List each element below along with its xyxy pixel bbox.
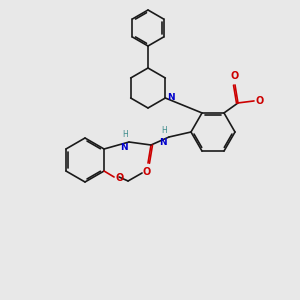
Text: N: N	[120, 143, 128, 152]
Text: O: O	[255, 96, 263, 106]
Text: H: H	[122, 130, 128, 139]
Text: N: N	[167, 94, 175, 103]
Text: N: N	[159, 138, 167, 147]
Text: O: O	[231, 71, 239, 81]
Text: H: H	[161, 126, 167, 135]
Text: O: O	[143, 167, 151, 177]
Text: O: O	[115, 173, 123, 183]
